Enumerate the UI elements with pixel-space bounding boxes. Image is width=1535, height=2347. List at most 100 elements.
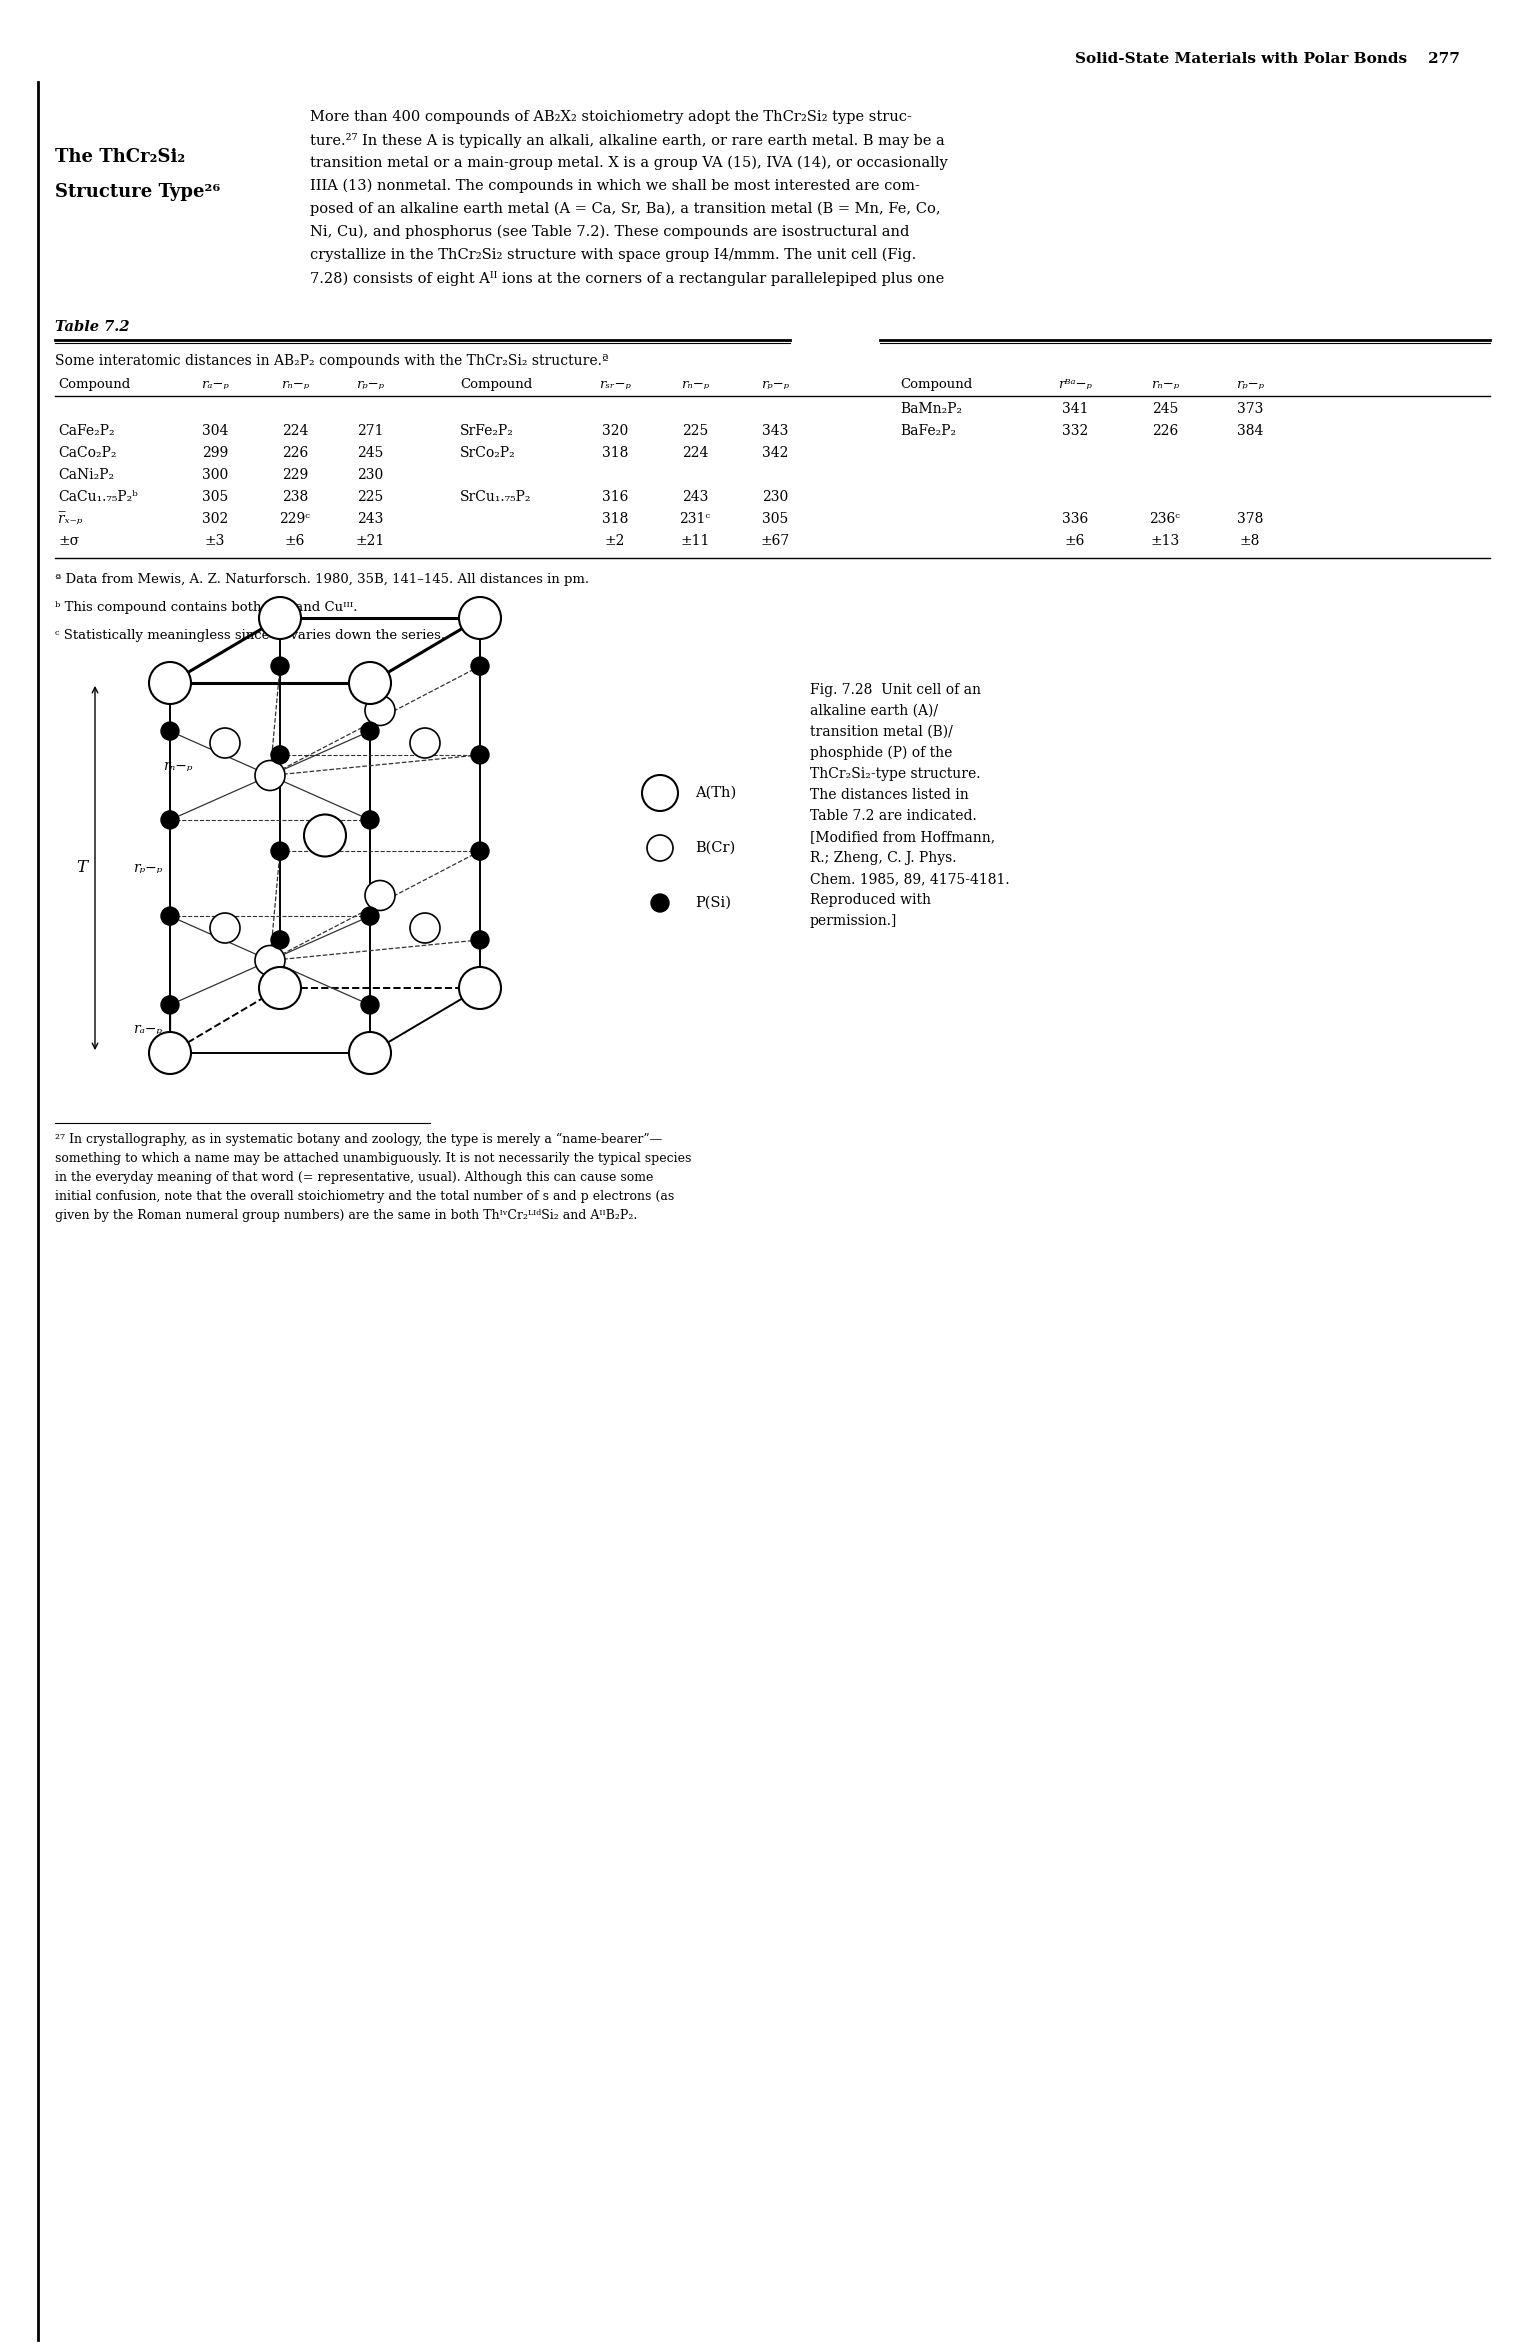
Text: 225: 225: [682, 425, 708, 439]
Text: transition metal or a main-group metal. X is a group VA (15), IVA (14), or occas: transition metal or a main-group metal. …: [310, 155, 947, 171]
Text: Table 7.2: Table 7.2: [55, 319, 129, 333]
Circle shape: [161, 995, 180, 1014]
Text: 229: 229: [282, 467, 309, 481]
Text: ±8: ±8: [1240, 535, 1260, 547]
Text: 236ᶜ: 236ᶜ: [1150, 512, 1180, 526]
Text: 341: 341: [1062, 401, 1088, 415]
Text: 226: 226: [1151, 425, 1179, 439]
Text: 243: 243: [682, 491, 708, 505]
Circle shape: [651, 894, 669, 913]
Text: 300: 300: [203, 467, 229, 481]
Text: 336: 336: [1062, 512, 1088, 526]
Circle shape: [272, 746, 289, 763]
Text: rₚ−ₚ: rₚ−ₚ: [761, 378, 789, 392]
Text: Fig. 7.28  Unit cell of an: Fig. 7.28 Unit cell of an: [810, 683, 981, 697]
Circle shape: [365, 880, 394, 911]
Text: alkaline earth (A)/: alkaline earth (A)/: [810, 704, 938, 718]
Text: 318: 318: [602, 446, 628, 460]
Text: ᶜ Statistically meaningless since rᴮ varies down the series.: ᶜ Statistically meaningless since rᴮ var…: [55, 629, 445, 643]
Text: Reproduced with: Reproduced with: [810, 892, 932, 906]
Text: rₙ−ₚ: rₙ−ₚ: [163, 760, 192, 775]
Circle shape: [161, 723, 180, 739]
Text: IIIA (13) nonmetal. The compounds in which we shall be most interested are com-: IIIA (13) nonmetal. The compounds in whi…: [310, 178, 919, 192]
Circle shape: [161, 906, 180, 925]
Circle shape: [459, 967, 500, 1009]
Circle shape: [642, 775, 678, 812]
Text: 318: 318: [602, 512, 628, 526]
Text: 304: 304: [201, 425, 229, 439]
Text: 245: 245: [1151, 401, 1179, 415]
Text: Solid-State Materials with Polar Bonds    277: Solid-State Materials with Polar Bonds 2…: [1074, 52, 1460, 66]
Circle shape: [410, 913, 441, 943]
Text: 245: 245: [356, 446, 384, 460]
Text: 231ᶜ: 231ᶜ: [680, 512, 711, 526]
Text: 305: 305: [203, 491, 229, 505]
Text: 373: 373: [1237, 401, 1263, 415]
Text: 384: 384: [1237, 425, 1263, 439]
Circle shape: [365, 695, 394, 725]
Circle shape: [259, 967, 301, 1009]
Text: T: T: [75, 859, 87, 875]
Text: something to which a name may be attached unambiguously. It is not necessarily t: something to which a name may be attache…: [55, 1152, 691, 1164]
Text: transition metal (B)/: transition metal (B)/: [810, 725, 953, 739]
Circle shape: [471, 746, 490, 763]
Text: 243: 243: [356, 512, 384, 526]
Circle shape: [210, 913, 239, 943]
Circle shape: [361, 723, 379, 739]
Circle shape: [459, 596, 500, 638]
Text: BaFe₂P₂: BaFe₂P₂: [900, 425, 956, 439]
Circle shape: [348, 1033, 391, 1075]
Text: ±6: ±6: [286, 535, 305, 547]
Text: A(Th): A(Th): [695, 786, 737, 800]
Text: 299: 299: [203, 446, 229, 460]
Text: ThCr₂Si₂-type structure.: ThCr₂Si₂-type structure.: [810, 767, 981, 782]
Circle shape: [646, 836, 672, 861]
Text: 343: 343: [761, 425, 787, 439]
Text: SrFe₂P₂: SrFe₂P₂: [460, 425, 514, 439]
Text: phosphide (P) of the: phosphide (P) of the: [810, 746, 952, 760]
Circle shape: [161, 812, 180, 828]
Text: CaCo₂P₂: CaCo₂P₂: [58, 446, 117, 460]
Text: 238: 238: [282, 491, 309, 505]
Text: 230: 230: [761, 491, 787, 505]
Circle shape: [348, 662, 391, 704]
Text: posed of an alkaline earth metal (A = Ca, Sr, Ba), a transition metal (B = Mn, F: posed of an alkaline earth metal (A = Ca…: [310, 202, 941, 216]
Text: R.; Zheng, C. J. Phys.: R.; Zheng, C. J. Phys.: [810, 852, 956, 866]
Text: Compound: Compound: [58, 378, 130, 392]
Text: rₚ−ₚ: rₚ−ₚ: [356, 378, 384, 392]
Circle shape: [255, 946, 286, 976]
Circle shape: [272, 932, 289, 948]
Text: The distances listed in: The distances listed in: [810, 789, 969, 803]
Text: 224: 224: [682, 446, 708, 460]
Text: ±σ: ±σ: [58, 535, 80, 547]
Text: 305: 305: [761, 512, 787, 526]
Text: rₐ−ₚ: rₐ−ₚ: [201, 378, 229, 392]
Text: ±21: ±21: [356, 535, 385, 547]
Text: 226: 226: [282, 446, 309, 460]
Text: rₚ−ₚ: rₚ−ₚ: [132, 861, 163, 875]
Circle shape: [255, 760, 286, 791]
Text: SrCo₂P₂: SrCo₂P₂: [460, 446, 516, 460]
Text: CaNi₂P₂: CaNi₂P₂: [58, 467, 114, 481]
Text: 320: 320: [602, 425, 628, 439]
Text: The ThCr₂Si₂: The ThCr₂Si₂: [55, 148, 186, 167]
Circle shape: [471, 657, 490, 676]
Circle shape: [410, 728, 441, 758]
Text: P(Si): P(Si): [695, 897, 731, 911]
Circle shape: [149, 662, 190, 704]
Text: ±67: ±67: [760, 535, 789, 547]
Text: in the everyday meaning of that word (= representative, usual). Although this ca: in the everyday meaning of that word (= …: [55, 1171, 654, 1183]
Text: Structure Type²⁶: Structure Type²⁶: [55, 183, 220, 202]
Circle shape: [361, 995, 379, 1014]
Text: 302: 302: [203, 512, 229, 526]
Text: ±13: ±13: [1150, 535, 1179, 547]
Circle shape: [471, 843, 490, 859]
Text: Ni, Cu), and phosphorus (see Table 7.2). These compounds are isostructural and: Ni, Cu), and phosphorus (see Table 7.2).…: [310, 225, 909, 239]
Circle shape: [210, 728, 239, 758]
Text: initial confusion, note that the overall stoichiometry and the total number of s: initial confusion, note that the overall…: [55, 1190, 674, 1204]
Text: 7.28) consists of eight Aᴵᴵ ions at the corners of a rectangular parallelepiped : 7.28) consists of eight Aᴵᴵ ions at the …: [310, 270, 944, 286]
Text: Table 7.2 are indicated.: Table 7.2 are indicated.: [810, 810, 976, 824]
Text: More than 400 compounds of AB₂X₂ stoichiometry adopt the ThCr₂Si₂ type struc-: More than 400 compounds of AB₂X₂ stoichi…: [310, 110, 912, 124]
Text: given by the Roman numeral group numbers) are the same in both ThᴵᵛCr₂ᴸᴵᵈSi₂ and: given by the Roman numeral group numbers…: [55, 1209, 637, 1223]
Text: ±11: ±11: [680, 535, 709, 547]
